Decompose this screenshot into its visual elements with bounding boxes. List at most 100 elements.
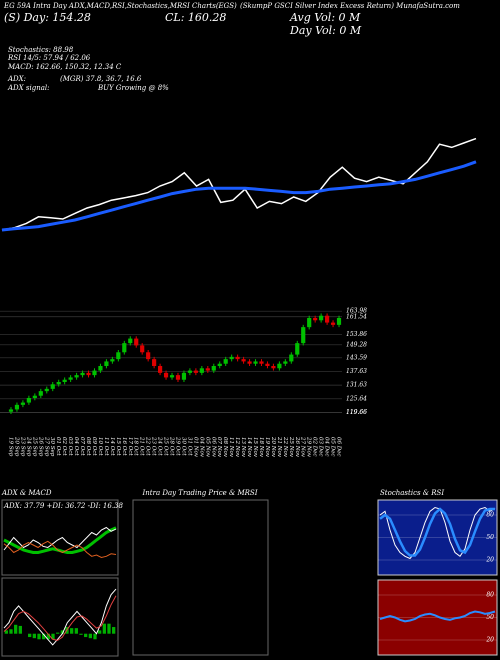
series-line (3, 540, 117, 559)
x-tick-label: 04 Nov (198, 437, 204, 458)
stochastics: Stochastics: 88.98 (8, 46, 74, 54)
series-line (379, 610, 496, 623)
rsi: RSI 14/5: 57.94 / 62.06 (7, 54, 91, 62)
x-tick-label: 16 Oct (121, 437, 127, 456)
candle-body (181, 372, 187, 380)
candle-body (295, 343, 300, 355)
x-tick-label: 29 Oct (174, 436, 180, 456)
x-tick-label: 11 Nov (228, 437, 234, 458)
x-tick-label: 18 Nov (258, 437, 264, 458)
x-tick-label: 27 Nov (300, 436, 306, 458)
y-tick-label: 50 (486, 614, 494, 621)
histogram-bar (98, 630, 102, 634)
candle-body (229, 356, 234, 360)
x-tick-label: 21 Nov (276, 436, 282, 458)
y-tick-label: 119.66 (346, 409, 367, 416)
macd: MACD: 162.66, 150.32, 12.34 C (7, 63, 122, 71)
series-line (3, 595, 117, 641)
candle-body (56, 382, 61, 385)
candle-body (175, 375, 181, 380)
day-vol: Day Vol: 0 M (289, 24, 362, 37)
candle-body (330, 322, 336, 325)
candle-body (271, 366, 276, 369)
histogram-bar (102, 623, 106, 634)
x-tick-label: 19 Nov (264, 437, 270, 458)
panel (377, 579, 498, 656)
x-tick-label: 01 Nov (192, 437, 198, 458)
y-tick-label: 137.63 (346, 368, 367, 375)
candle-body (158, 366, 163, 373)
histogram-bar (112, 627, 116, 634)
x-tick-label: 26 Nov (294, 436, 300, 458)
avg-vol: Avg Vol: 0 M (289, 11, 361, 24)
candle-body (325, 315, 330, 323)
candle-body (205, 368, 210, 371)
x-tick-label: 02 Dec (312, 437, 318, 457)
panel (1, 577, 119, 657)
candle-body (277, 363, 282, 369)
x-tick-label: 10 Oct (97, 437, 103, 456)
y-tick-label: 153.86 (346, 331, 367, 338)
header-title: EG 59A Intra Day ADX,MACD,RSI,Stochastic… (3, 2, 237, 10)
x-tick-label: 24 Sep (25, 436, 31, 457)
panel (132, 499, 269, 656)
y-tick-label: 131.63 (346, 382, 367, 389)
histogram-bar (60, 630, 64, 634)
series-line (1, 160, 477, 232)
histogram-bar (4, 630, 8, 634)
x-tick-label: 25 Oct (163, 436, 169, 456)
panel-title: Intra Day Trading Price & MRSI (142, 489, 258, 497)
candle-body (98, 366, 103, 371)
x-tick-label: 04 Dec (324, 437, 330, 457)
panel-title: ADX & MACD (1, 489, 52, 497)
x-tick-label: 01 Oct (55, 437, 61, 456)
close-price: CL: 160.28 (165, 11, 226, 24)
x-tick-label: 14 Nov (246, 437, 252, 458)
candle-body (247, 361, 252, 364)
candle-body (253, 361, 258, 364)
candle-body (128, 338, 133, 344)
x-tick-label: 30 Oct (180, 437, 186, 456)
x-tick-label: 07 Nov (216, 437, 222, 458)
y-tick-label: 80 (486, 512, 494, 519)
y-tick-label: 125.64 (346, 395, 367, 402)
candle-body (20, 402, 25, 405)
header-subtitle: (SkumpP GSCI Silver Index Excess Return)… (240, 2, 460, 10)
histogram-bar (32, 633, 36, 639)
x-tick-label: 23 Sep (19, 436, 25, 457)
candle-body (14, 404, 20, 410)
candle-body (122, 343, 127, 353)
histogram-bar (84, 633, 88, 638)
x-tick-label: 22 Oct (145, 436, 151, 456)
candle-body (68, 377, 73, 380)
histogram-bar (56, 632, 60, 634)
histogram-bar (107, 623, 111, 634)
x-tick-label: 02 Oct (61, 437, 67, 456)
x-tick-label: 06 Nov (210, 437, 216, 458)
histogram-bar (14, 624, 18, 634)
candle-body (319, 315, 324, 321)
histogram-bar (42, 633, 46, 640)
x-tick-label: 30 Sep (49, 437, 55, 457)
candle-body (44, 388, 49, 392)
candle-body (104, 361, 109, 366)
candle-body (235, 356, 240, 360)
candle-body (283, 361, 288, 364)
candle-body (163, 372, 169, 378)
x-tick-label: 08 Oct (85, 437, 91, 456)
x-tick-label: 12 Nov (234, 437, 240, 458)
annotation: ADX: 37.79 +DI: 36.72 -DI: 16.38 (3, 502, 124, 510)
candle-body (86, 372, 91, 376)
candle-body (146, 352, 151, 360)
x-tick-label: 14 Oct (109, 437, 115, 456)
day-price: (S) Day: 154.28 (4, 11, 91, 24)
x-tick-label: 05 Nov (204, 437, 210, 458)
candle-body (193, 370, 198, 373)
x-tick-label: 25 Nov (288, 436, 294, 458)
x-tick-label: 09 Oct (91, 437, 97, 456)
x-tick-label: 20 Nov (270, 436, 276, 458)
x-tick-label: 17 Oct (127, 437, 133, 456)
histogram-bar (93, 633, 97, 640)
candle-body (38, 391, 43, 396)
